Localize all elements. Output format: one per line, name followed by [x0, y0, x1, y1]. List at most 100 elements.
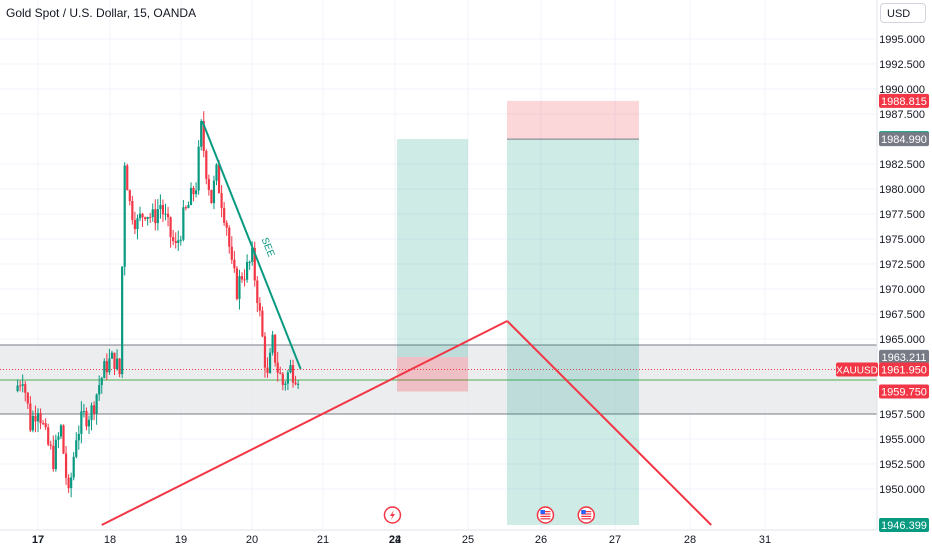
- candle-body: [82, 411, 85, 413]
- candle-body: [207, 178, 210, 190]
- price-label-text: 1961.950: [881, 365, 927, 377]
- candle-body: [177, 240, 180, 243]
- chart-title: Gold Spot / U.S. Dollar, 15, OANDA: [6, 6, 197, 20]
- candle-body: [212, 180, 216, 204]
- candle-body: [123, 165, 126, 267]
- candle-body: [16, 385, 19, 391]
- candle-body: [44, 423, 47, 428]
- time-tick-label: 31: [759, 534, 771, 546]
- candle-body: [21, 384, 24, 386]
- candle-body: [268, 352, 272, 373]
- time-tick-label: 20: [246, 534, 258, 546]
- candle-body: [258, 303, 261, 311]
- flag-stripe: [540, 518, 551, 520]
- price-tick-label: 1952.500: [879, 459, 925, 471]
- candle-body: [200, 121, 203, 147]
- candle-body: [98, 385, 101, 395]
- candle-body: [57, 436, 60, 440]
- flag-stripe: [581, 513, 592, 515]
- us-flag-icon[interactable]: [536, 506, 555, 524]
- candle-body: [42, 423, 45, 425]
- flash-icon-bolt: [389, 510, 395, 520]
- price-label-text: 1984.990: [881, 134, 927, 146]
- candle-body: [151, 209, 154, 218]
- flag-stripe: [540, 513, 551, 515]
- candle-body: [138, 213, 142, 219]
- time-tick-label: 25: [462, 534, 474, 546]
- candle-body: [279, 372, 282, 374]
- candle-body: [233, 259, 236, 269]
- candle-body: [49, 444, 52, 446]
- candle-body: [256, 280, 259, 304]
- candle-body: [276, 362, 279, 373]
- candle-body: [149, 217, 152, 219]
- candle-body: [100, 378, 103, 386]
- flag-icon-circle: [577, 506, 595, 524]
- candle-body: [238, 276, 241, 299]
- candle-body: [197, 146, 200, 191]
- candle-body: [77, 433, 80, 441]
- currency-button[interactable]: USD: [880, 3, 926, 23]
- candle-body: [121, 266, 124, 375]
- candle-body: [47, 427, 50, 445]
- candle-body: [136, 218, 139, 230]
- candle-body: [271, 334, 274, 353]
- candle-body: [141, 213, 144, 218]
- flag-canton: [581, 510, 586, 514]
- candlestick-series: [16, 111, 300, 498]
- candle-body: [289, 365, 292, 373]
- candle-body: [87, 419, 91, 427]
- candle-body: [64, 453, 68, 478]
- price-tick-label: 1987.500: [879, 109, 925, 121]
- candle-body: [75, 440, 78, 457]
- price-axis[interactable]: 1995.000 1992.500 1990.000 1987.500 1982.500…: [879, 34, 925, 496]
- candle-body: [253, 247, 256, 281]
- line-down: [506, 320, 712, 526]
- price-label-box: [879, 384, 929, 399]
- candle-body: [26, 392, 29, 404]
- time-tick-label: 18: [104, 534, 116, 546]
- time-tick-label: 27: [609, 534, 621, 546]
- price-label-text: 1963.211: [881, 352, 926, 364]
- position-2-target-zone: [507, 139, 639, 525]
- candle-body: [291, 365, 295, 383]
- price-tick-label: 1972.500: [879, 259, 925, 271]
- candle-body: [29, 403, 32, 431]
- candle-body: [31, 415, 34, 431]
- candle-body: [144, 217, 147, 220]
- price-label-box: [879, 518, 929, 533]
- candle-body: [59, 425, 63, 437]
- position-1-target-zone: [397, 139, 468, 357]
- candle-body: [217, 164, 221, 194]
- time-tick-label: 28: [684, 534, 696, 546]
- time-tick-label: 19: [175, 534, 187, 546]
- candle-body: [115, 358, 119, 370]
- candle-body: [192, 187, 195, 195]
- event-icons[interactable]: [383, 506, 595, 524]
- candle-body: [240, 276, 244, 280]
- symbol-tag-text: XAUUSD: [836, 366, 878, 377]
- price-label-box: [879, 349, 929, 364]
- candle-body: [146, 217, 149, 220]
- flag-icon-circle: [536, 506, 555, 524]
- candle-body: [263, 336, 267, 368]
- candle-body: [294, 382, 297, 385]
- candle-body: [70, 477, 73, 489]
- time-tick-label: 26: [535, 534, 547, 546]
- candle-body: [67, 477, 70, 489]
- position-1-stop-zone: [397, 357, 468, 392]
- candle-body: [169, 217, 172, 238]
- candle-body: [189, 187, 193, 206]
- us-flag-icon[interactable]: [577, 506, 595, 524]
- time-tick-label: 17: [32, 534, 44, 546]
- candle-body: [235, 268, 238, 299]
- position-tools[interactable]: [397, 100, 639, 525]
- price-tick-label: 1990.000: [879, 84, 925, 96]
- candle-body: [62, 425, 65, 454]
- candle-body: [187, 205, 190, 209]
- candle-body: [284, 383, 287, 385]
- price-label-text: 1946.399: [881, 520, 927, 532]
- flash-icon[interactable]: [383, 506, 402, 524]
